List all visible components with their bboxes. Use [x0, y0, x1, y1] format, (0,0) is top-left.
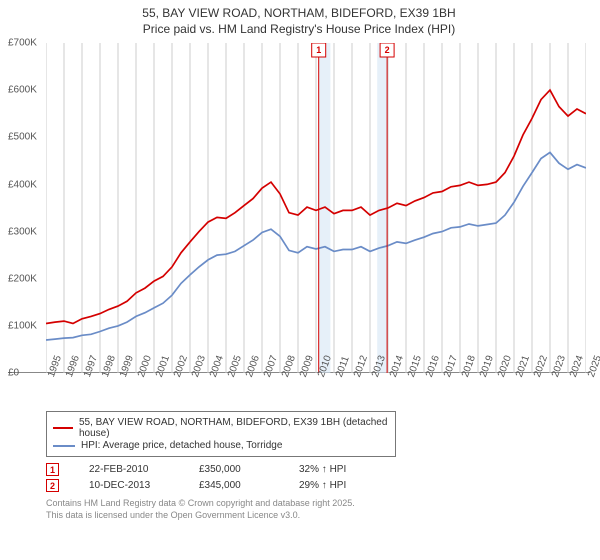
tx-price: £345,000: [199, 480, 269, 491]
tx-hpi: 32% ↑ HPI: [299, 464, 369, 475]
y-tick-label: £0: [8, 368, 19, 379]
plot-area: £0£100K£200K£300K£400K£500K£600K£700K 12: [8, 43, 590, 373]
tx-date: 10-DEC-2013: [89, 480, 169, 491]
x-axis-labels: 1995199619971998199920002001200220032004…: [46, 373, 590, 407]
legend-row: HPI: Average price, detached house, Torr…: [53, 440, 389, 451]
footer-line-2: This data is licensed under the Open Gov…: [46, 510, 590, 522]
tx-marker-2: 2: [46, 479, 59, 492]
title-line-1: 55, BAY VIEW ROAD, NORTHAM, BIDEFORD, EX…: [8, 6, 590, 22]
y-tick-label: £200K: [8, 273, 37, 284]
line-chart-svg: 12: [46, 43, 586, 373]
chart-title: 55, BAY VIEW ROAD, NORTHAM, BIDEFORD, EX…: [8, 6, 590, 37]
tx-date: 22-FEB-2010: [89, 464, 169, 475]
legend-label-2: HPI: Average price, detached house, Torr…: [81, 440, 282, 451]
legend-box: 55, BAY VIEW ROAD, NORTHAM, BIDEFORD, EX…: [46, 411, 396, 457]
y-tick-label: £600K: [8, 85, 37, 96]
chart-container: 55, BAY VIEW ROAD, NORTHAM, BIDEFORD, EX…: [0, 0, 600, 560]
footer-line-1: Contains HM Land Registry data © Crown c…: [46, 498, 590, 510]
y-tick-label: £100K: [8, 321, 37, 332]
y-tick-label: £300K: [8, 226, 37, 237]
y-tick-label: £400K: [8, 179, 37, 190]
y-tick-label: £500K: [8, 132, 37, 143]
tx-hpi: 29% ↑ HPI: [299, 480, 369, 491]
legend-swatch-2: [53, 445, 75, 447]
y-tick-label: £700K: [8, 38, 37, 49]
tx-price: £350,000: [199, 464, 269, 475]
transaction-table: 1 22-FEB-2010 £350,000 32% ↑ HPI 2 10-DE…: [46, 463, 590, 492]
legend-label-1: 55, BAY VIEW ROAD, NORTHAM, BIDEFORD, EX…: [79, 417, 389, 439]
tx-marker-1: 1: [46, 463, 59, 476]
footer: Contains HM Land Registry data © Crown c…: [46, 498, 590, 521]
legend-swatch-1: [53, 427, 73, 429]
transaction-row: 2 10-DEC-2013 £345,000 29% ↑ HPI: [46, 479, 590, 492]
title-line-2: Price paid vs. HM Land Registry's House …: [8, 22, 590, 38]
svg-text:1: 1: [316, 45, 321, 55]
legend-row: 55, BAY VIEW ROAD, NORTHAM, BIDEFORD, EX…: [53, 417, 389, 439]
svg-text:2: 2: [385, 45, 390, 55]
transaction-row: 1 22-FEB-2010 £350,000 32% ↑ HPI: [46, 463, 590, 476]
